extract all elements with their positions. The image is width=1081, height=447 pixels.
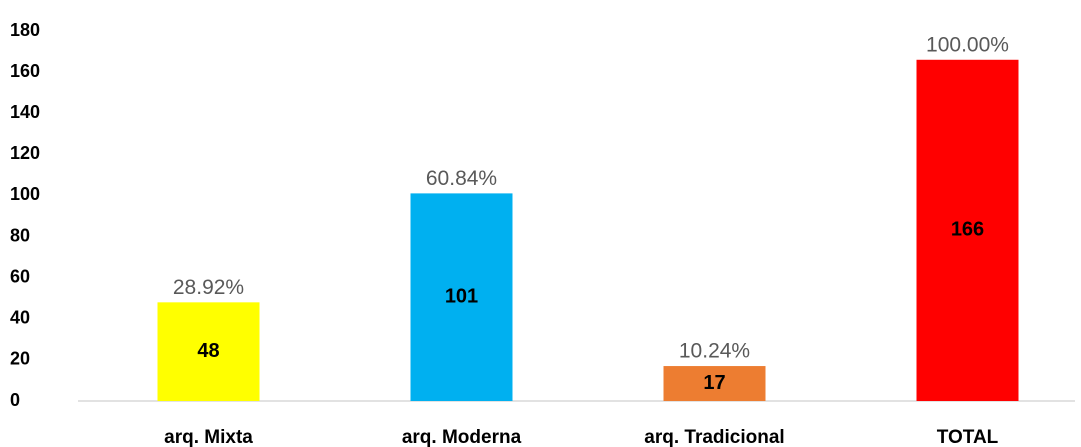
y-tick-label: 180 (10, 20, 40, 40)
y-tick-label: 80 (10, 225, 30, 245)
percent-label: 100.00% (926, 33, 1009, 56)
percent-label: 60.84% (426, 167, 497, 190)
x-tick-label: arq. Moderna (402, 427, 522, 447)
y-tick-label: 140 (10, 102, 40, 122)
bar (663, 366, 766, 401)
value-label: 48 (197, 340, 219, 362)
y-tick-label: 0 (10, 390, 20, 410)
y-tick-label: 120 (10, 143, 40, 163)
percent-label: 10.24% (679, 340, 750, 363)
y-tick-label: 160 (10, 61, 40, 81)
y-tick-label: 100 (10, 184, 40, 204)
x-tick-label: arq. Mixta (164, 427, 253, 447)
y-tick-label: 40 (10, 308, 30, 328)
percent-label: 28.92% (173, 276, 244, 299)
value-label: 101 (445, 285, 478, 307)
x-tick-label: arq. Tradicional (644, 427, 784, 447)
value-label: 17 (703, 372, 725, 394)
y-tick-label: 60 (10, 266, 30, 286)
y-tick-label: 20 (10, 349, 30, 369)
x-tick-label: TOTAL (937, 427, 999, 447)
value-label: 166 (951, 219, 984, 241)
bar (916, 59, 1019, 402)
bar (157, 302, 260, 401)
bar (410, 193, 513, 401)
